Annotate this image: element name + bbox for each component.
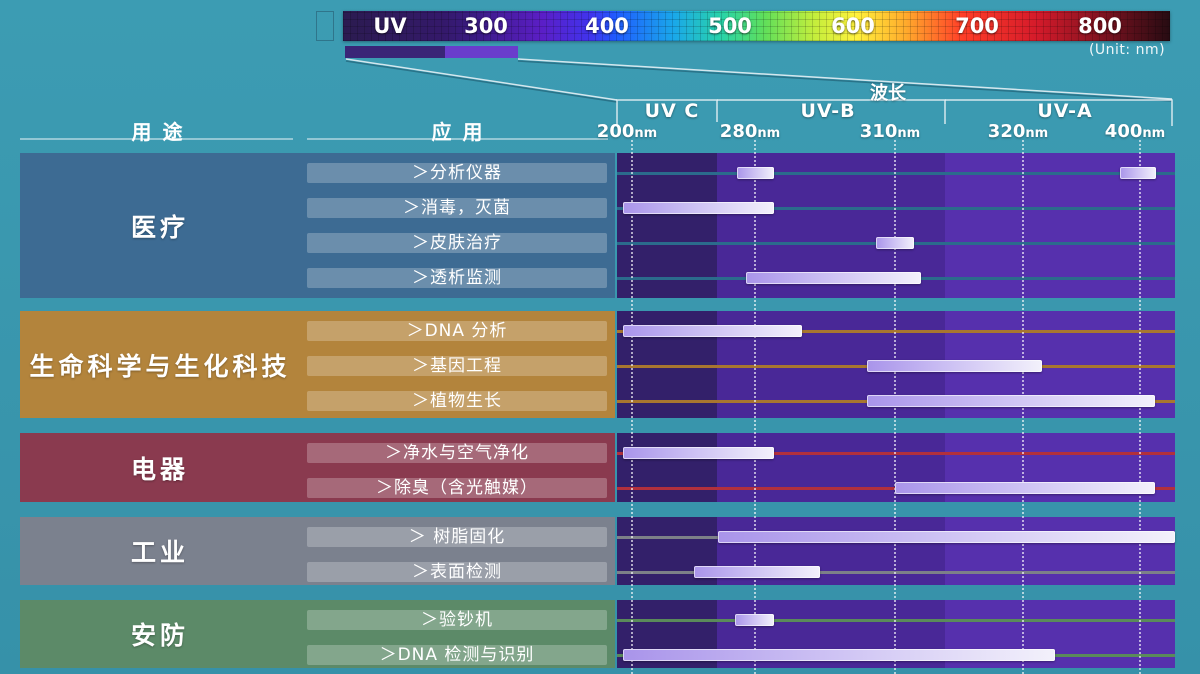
wavelength-axis-title: 波长: [870, 83, 906, 104]
uv-range-highlight: [345, 46, 518, 58]
bracket-uva: [945, 99, 1173, 126]
spectrum-label-uv: UV: [373, 14, 407, 38]
zoom-line-left: [345, 58, 618, 101]
range-bar-medical-3-0: [745, 272, 921, 284]
application-header-underline: [307, 138, 608, 140]
application-label: ＞验钞机: [307, 610, 607, 630]
category-name-appliances: 电器: [130, 454, 189, 484]
bracket-uvc: [616, 99, 718, 125]
application-label: ＞分析仪器: [307, 163, 607, 183]
tick-unit: nm: [897, 126, 921, 141]
application-label: ＞透析监测: [307, 268, 607, 288]
range-bar-appliances-0-0: [622, 447, 774, 459]
tick-unit: nm: [1025, 126, 1049, 141]
application-label: ＞表面检测: [307, 562, 607, 582]
range-bar-industrial-0-0: [718, 531, 1175, 543]
spectrum-label-700: 700: [955, 14, 999, 38]
band-background-uvc: [617, 433, 717, 502]
zoom-line-right: [517, 58, 1173, 100]
row-track-line: [617, 171, 1175, 175]
category-name-life-science: 生命科学与生化科技: [29, 351, 291, 381]
purpose-column-header: 用 途: [131, 120, 185, 144]
tick-gridline-400: [1139, 140, 1141, 674]
spectrum-grid-texture: [343, 11, 1170, 41]
row-track-line: [617, 206, 1175, 210]
range-bar-medical-0-1: [1119, 167, 1157, 179]
unit-note: (Unit: nm): [1088, 42, 1166, 58]
row-track-line: [617, 618, 1175, 622]
tick-unit: nm: [1142, 126, 1166, 141]
uv-range-dark-segment: [345, 46, 445, 58]
group-block-security: 安防 ＞验钞机 ＞DNA 检测与识别: [20, 600, 615, 668]
range-bar-medical-1-0: [622, 202, 774, 214]
group-block-industrial: 工业 ＞ 树脂固化 ＞表面检测: [20, 517, 615, 585]
application-label: ＞DNA 检测与识别: [307, 645, 607, 665]
tick-gridline-280: [754, 140, 756, 674]
group-block-life-science: 生命科学与生化科技 ＞DNA 分析 ＞基因工程 ＞植物生长: [20, 311, 615, 418]
zoom-line-right-shadow: [517, 60, 1173, 102]
zoom-line-left-shadow: [345, 60, 618, 103]
range-bar-security-1-0: [622, 649, 1056, 661]
range-bar-security-0-0: [735, 614, 774, 626]
tick-unit: nm: [757, 126, 781, 141]
row-track-line: [617, 451, 1175, 455]
range-bar-appliances-1-0: [895, 482, 1155, 494]
tick-value: 310: [859, 121, 898, 142]
purpose-header-underline: [20, 138, 293, 140]
row-track-line: [617, 570, 1175, 574]
band-label-uva: UV-A: [1037, 100, 1093, 122]
tick-gridline-200: [631, 140, 633, 674]
application-label: ＞净水与空气净化: [307, 443, 607, 463]
category-name-security: 安防: [130, 621, 189, 650]
range-bar-industrial-1-0: [693, 566, 821, 578]
band-label-uvb: UV-B: [800, 100, 856, 122]
application-label: ＞基因工程: [307, 356, 607, 376]
tick-label-200: 200nm: [582, 121, 672, 143]
application-label: ＞皮肤治疗: [307, 233, 607, 253]
spectrum-label-500: 500: [708, 14, 752, 38]
range-bar-life-science-2-0: [867, 395, 1155, 407]
application-label: ＞ 树脂固化: [307, 527, 607, 547]
row-track-line: [617, 329, 1175, 333]
tick-value: 280: [719, 121, 758, 142]
range-bar-medical-2-0: [876, 237, 915, 249]
spectrum-label-600: 600: [831, 14, 875, 38]
tick-value: 200: [596, 121, 635, 142]
range-bar-medical-0-0: [736, 167, 774, 179]
tick-value: 320: [987, 121, 1026, 142]
category-name-medical: 医疗: [130, 212, 189, 242]
application-label: ＞植物生长: [307, 391, 607, 411]
wavelength-spectrum-bar: [343, 11, 1170, 41]
tick-label-280: 280nm: [705, 121, 795, 143]
band-background-uvc: [617, 153, 717, 298]
application-label: ＞DNA 分析: [307, 321, 607, 341]
application-column-header: 应 用: [431, 120, 485, 144]
category-name-industrial: 工业: [130, 538, 189, 567]
tick-label-310: 310nm: [845, 121, 935, 143]
spectrum-label-400: 400: [585, 14, 629, 38]
band-label-uvc: UV C: [644, 100, 700, 122]
tick-label-320: 320nm: [973, 121, 1063, 143]
application-label: ＞消毒，灭菌: [307, 198, 607, 218]
zoom-guide-lines: [345, 58, 1173, 126]
range-bar-life-science-1-0: [867, 360, 1042, 372]
uv-range-light-segment: [445, 46, 518, 58]
group-block-appliances: 电器 ＞净水与空气净化 ＞除臭（含光触媒）: [20, 433, 615, 502]
tick-gridline-310: [894, 140, 896, 674]
tick-value: 400: [1104, 121, 1143, 142]
spectrum-label-800: 800: [1078, 14, 1122, 38]
tick-unit: nm: [634, 126, 658, 141]
tick-gridline-320: [1022, 140, 1024, 674]
spectrum-label-300: 300: [464, 14, 508, 38]
application-label: ＞除臭（含光触媒）: [307, 478, 607, 498]
band-background-uva: [945, 517, 1175, 585]
tick-label-400: 400nm: [1090, 121, 1180, 143]
group-block-medical: 医疗 ＞分析仪器 ＞消毒，灭菌 ＞皮肤治疗 ＞透析监测: [20, 153, 615, 298]
spectrum-edge-marker: [316, 11, 334, 41]
range-bar-life-science-0-0: [622, 325, 802, 337]
